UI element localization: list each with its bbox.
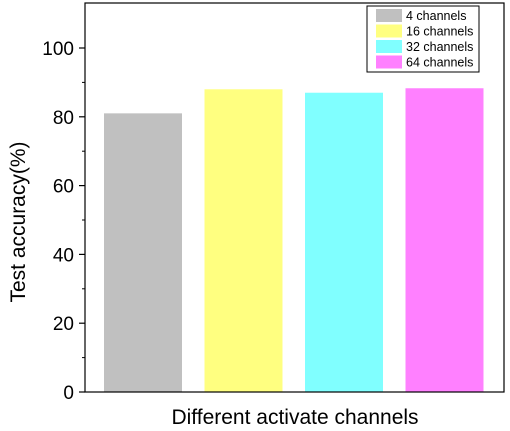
legend-swatch bbox=[376, 24, 402, 38]
y-tick-label: 60 bbox=[53, 177, 74, 198]
y-tick-label: 0 bbox=[63, 383, 74, 404]
y-tick-label: 100 bbox=[42, 39, 74, 60]
plot-frame bbox=[84, 2, 505, 393]
y-axis: 0 20 40 60 80 100 bbox=[42, 39, 85, 404]
bars-group bbox=[104, 88, 484, 393]
bar-64-channels bbox=[405, 88, 484, 393]
y-tick-label: 20 bbox=[53, 314, 74, 335]
y-axis-title: Test accuracy(%) bbox=[7, 141, 30, 302]
bar-32-channels bbox=[305, 92, 383, 392]
bar-4-channels bbox=[104, 113, 182, 393]
legend-label: 32 channels bbox=[406, 40, 473, 54]
legend-label: 16 channels bbox=[406, 25, 473, 39]
legend-swatch bbox=[376, 9, 402, 22]
legend-label: 4 channels bbox=[406, 9, 466, 23]
y-tick-label: 40 bbox=[53, 245, 74, 266]
x-axis-title: Different activate channels bbox=[171, 406, 418, 429]
legend-label: 64 channels bbox=[406, 56, 473, 70]
bar-16-channels bbox=[204, 89, 283, 392]
legend-swatch bbox=[376, 55, 402, 69]
y-tick-label: 80 bbox=[53, 108, 74, 129]
legend-swatch bbox=[376, 40, 402, 53]
